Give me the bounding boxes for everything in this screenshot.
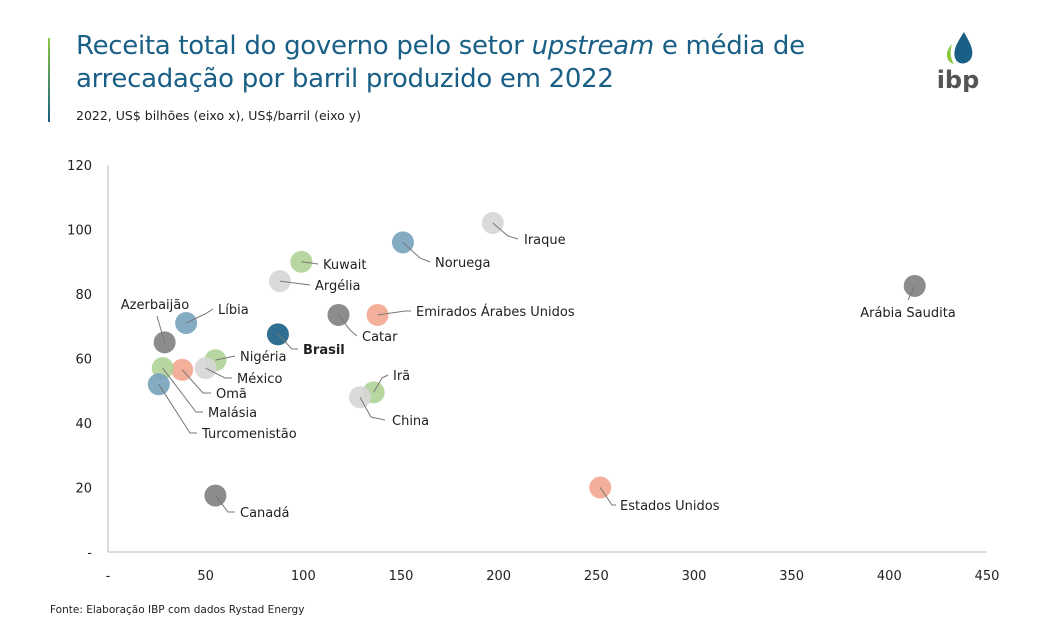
data-label: Omã (216, 387, 247, 402)
leader-line (907, 285, 916, 301)
leader-line (338, 314, 358, 337)
data-label: Líbia (218, 303, 249, 318)
data-label: Malásia (208, 406, 257, 421)
x-tick-label: - (106, 569, 111, 584)
data-label: Estados Unidos (620, 499, 720, 514)
ibp-logo: ibp (934, 30, 984, 96)
x-tick-label: 450 (975, 569, 1000, 584)
x-tick-label: 300 (682, 569, 707, 584)
x-tick-label: 250 (584, 569, 609, 584)
data-label: Turcomenistão (201, 427, 297, 442)
chart-title: Receita total do governo pelo setor upst… (76, 31, 805, 94)
data-label: Kuwait (323, 258, 366, 273)
leader-line (162, 367, 203, 413)
leader-line (185, 308, 214, 324)
data-label: Brasil (303, 343, 345, 358)
leader-line (301, 261, 319, 265)
data-label: Canadá (240, 506, 289, 521)
data-label: China (392, 414, 429, 429)
y-tick-label: 100 (67, 224, 92, 239)
y-tick-label: 120 (67, 159, 92, 174)
data-label: Irã (393, 369, 410, 384)
y-tick-label: 60 (75, 353, 92, 368)
svg-text:ibp: ibp (937, 66, 980, 92)
data-label: Arábia Saudita (860, 306, 956, 321)
leader-line (277, 333, 298, 350)
leader-line (377, 310, 411, 316)
data-label: México (237, 372, 282, 387)
leader-line (492, 222, 519, 240)
data-label: Emirados Árabes Unidos (416, 304, 575, 320)
x-tick-label: 400 (877, 569, 902, 584)
leader-line (215, 355, 236, 361)
y-tick-label: 40 (75, 417, 92, 432)
x-tick-label: 100 (291, 569, 316, 584)
chart-subtitle: 2022, US$ bilhões (eixo x), US$/barril (… (76, 108, 362, 123)
leader-line (181, 369, 211, 394)
data-label: Nigéria (240, 350, 287, 365)
y-tick-label: 20 (75, 482, 92, 497)
leader-line (373, 374, 389, 393)
x-tick-label: 150 (389, 569, 414, 584)
data-label: Argélia (315, 279, 360, 294)
data-label: Iraque (524, 233, 566, 248)
y-tick-label: - (87, 546, 92, 561)
source-note: Fonte: Elaboração IBP com dados Rystad E… (50, 604, 305, 616)
leader-line (402, 242, 431, 263)
y-tick-label: 80 (75, 288, 92, 303)
leader-line (205, 367, 232, 379)
leader-line (156, 315, 166, 343)
leader-line (279, 280, 311, 286)
data-label: Catar (362, 330, 398, 345)
data-label: Azerbaijão (121, 298, 189, 313)
leader-line (599, 487, 616, 506)
leader-line (158, 384, 197, 434)
x-tick-label: 50 (197, 569, 214, 584)
leader-line (359, 396, 386, 421)
x-tick-label: 350 (779, 569, 804, 584)
leader-line (215, 495, 235, 513)
data-label: Noruega (435, 256, 490, 271)
x-tick-label: 200 (486, 569, 511, 584)
accent-bar (48, 38, 50, 122)
